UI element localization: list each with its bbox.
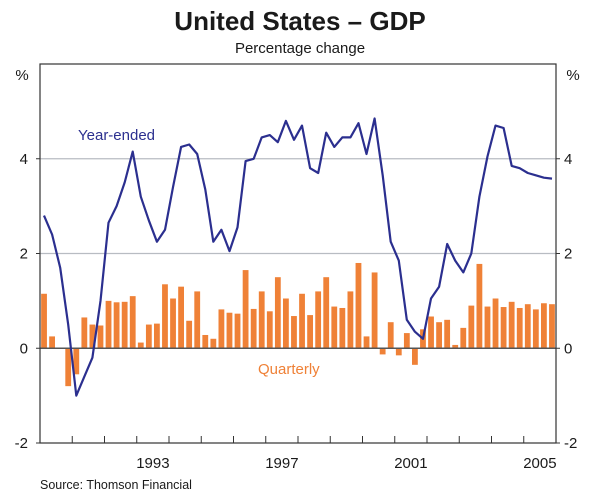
y-tick-label-left: 4 — [20, 151, 28, 168]
quarterly-bar — [347, 291, 354, 349]
quarterly-bar — [508, 301, 515, 349]
x-axis-ticks: 1993 1997 2001 2005 — [71, 436, 557, 472]
quarterly-bar — [524, 304, 531, 349]
quarterly-bar — [452, 344, 459, 349]
y-axis-unit-right: % — [566, 67, 579, 84]
quarterly-bar — [97, 325, 104, 349]
quarterly-bar — [113, 302, 120, 349]
source-note: Source: Thomson Financial — [40, 478, 192, 492]
y-tick-label-right: 0 — [564, 340, 572, 357]
quarterly-bar — [194, 291, 201, 349]
quarterly-bar — [137, 342, 144, 349]
quarterly-bar — [339, 307, 346, 349]
quarterly-bar — [162, 284, 168, 349]
quarterly-bar — [218, 309, 225, 349]
quarterly-bar — [89, 324, 96, 349]
quarterly-bar — [387, 322, 394, 349]
quarterly-bar — [170, 298, 176, 349]
quarterly-bar — [428, 316, 434, 349]
quarterly-bar — [436, 322, 442, 349]
quarterly-bar — [371, 272, 378, 349]
y-tick-label-right: -2 — [564, 435, 577, 452]
quarterly-bar — [121, 301, 128, 349]
quarterly-bar — [476, 263, 483, 349]
x-tick-label: 1997 — [265, 455, 298, 472]
quarterly-bar — [202, 334, 209, 349]
quarterly-bar — [65, 348, 72, 387]
year-ended-line — [42, 117, 553, 397]
quarterly-bar — [274, 277, 281, 349]
quarterly-bar — [129, 296, 136, 349]
quarterly-bar — [331, 306, 338, 349]
y-axis-unit-left: % — [15, 67, 28, 84]
year-ended-label: Year-ended — [78, 127, 155, 144]
quarterly-bar — [500, 307, 507, 349]
quarterly-bar — [291, 316, 297, 349]
quarterly-bar — [234, 313, 241, 349]
quarterly-bar — [41, 293, 47, 349]
quarterly-bar — [315, 291, 322, 349]
quarterly-bar — [145, 324, 152, 349]
y-tick-label-right: 4 — [564, 151, 572, 168]
quarterly-bar — [492, 298, 499, 349]
quarterly-bar — [81, 317, 88, 349]
quarterly-bar — [242, 270, 249, 349]
y-tick-label-left: 0 — [20, 340, 28, 357]
quarterly-bar — [379, 348, 386, 355]
quarterly-bar — [178, 286, 184, 349]
quarterly-bar — [484, 306, 491, 349]
quarterly-bar — [541, 303, 547, 349]
quarterly-bar — [516, 307, 523, 349]
quarterly-bar — [226, 312, 233, 349]
quarterly-bar — [532, 309, 539, 349]
quarterly-bar — [460, 327, 467, 349]
quarterly-bar — [105, 300, 112, 349]
y-tick-label-right: 2 — [564, 246, 572, 263]
quarterly-bar — [154, 323, 160, 349]
y-tick-label-left: -2 — [15, 435, 28, 452]
x-tick-label: 2001 — [394, 455, 427, 472]
chart-title: United States – GDP — [174, 6, 425, 36]
quarterly-bar — [468, 305, 475, 349]
quarterly-bar — [266, 311, 273, 349]
quarterly-bar — [412, 348, 418, 365]
y-tick-label-left: 2 — [20, 246, 28, 263]
quarterly-bar — [73, 348, 80, 375]
quarterly-bar — [549, 304, 555, 349]
quarterly-bar — [403, 333, 410, 349]
quarterly-bar — [444, 319, 451, 349]
quarterly-bar — [250, 308, 257, 349]
quarterly-bar — [307, 315, 313, 349]
chart-subtitle: Percentage change — [235, 40, 365, 57]
quarterly-bar — [355, 262, 362, 349]
quarterly-bar — [283, 298, 289, 349]
quarterly-bar — [210, 338, 217, 349]
x-tick-label: 1993 — [136, 455, 169, 472]
quarterly-bar — [258, 291, 265, 349]
quarterly-bar — [395, 348, 402, 356]
quarterly-bar — [363, 336, 370, 349]
gridlines — [40, 158, 556, 255]
quarterly-bar — [323, 277, 330, 349]
x-tick-label: 2005 — [523, 455, 556, 472]
quarterly-label: Quarterly — [258, 361, 320, 378]
quarterly-bar — [299, 293, 305, 349]
quarterly-bar — [49, 336, 55, 349]
y-axis-ticks: -2 -2 0 0 2 2 4 4 — [15, 151, 578, 452]
quarterly-bar — [186, 320, 193, 349]
